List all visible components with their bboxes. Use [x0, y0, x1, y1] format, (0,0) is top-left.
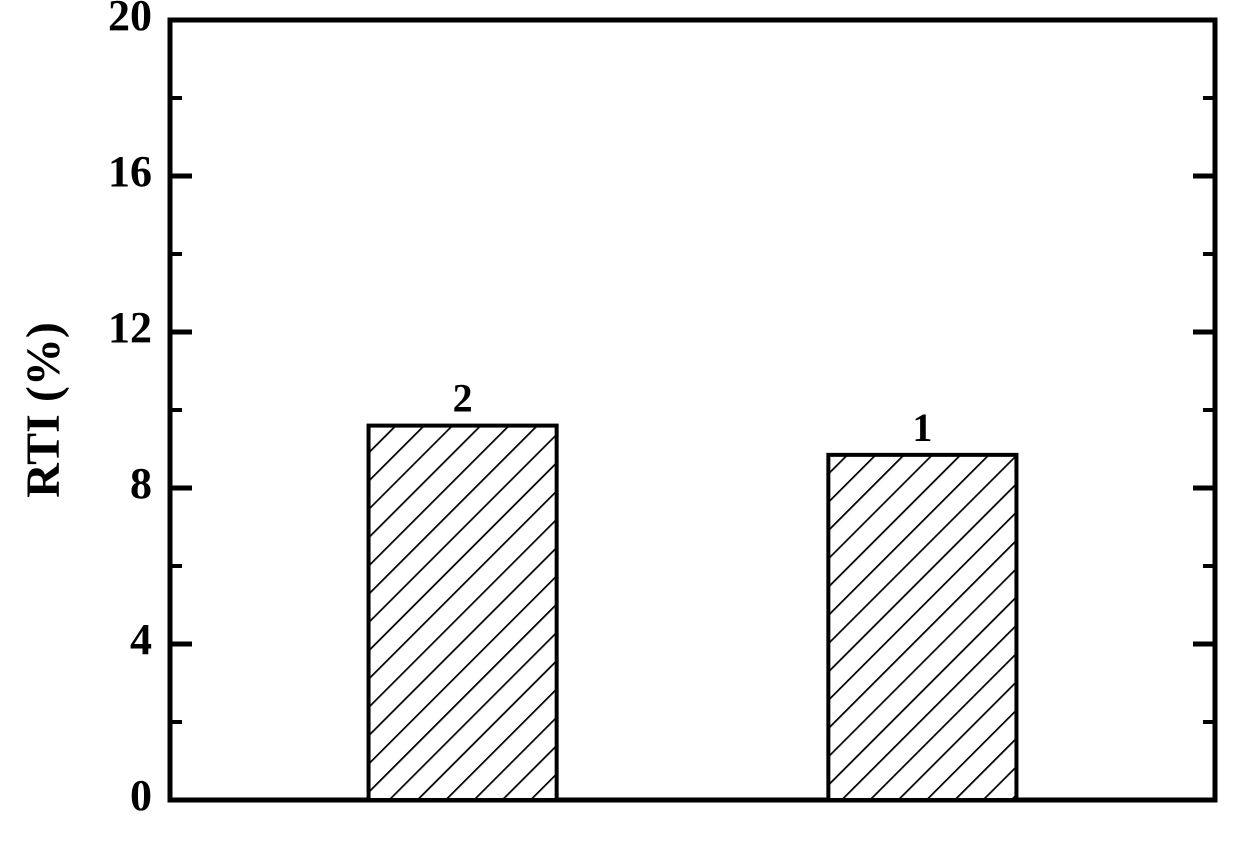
y-tick-label: 0	[130, 771, 152, 820]
bar-label-1: 1	[912, 405, 932, 450]
y-tick-label: 20	[108, 0, 152, 40]
plot-border	[170, 20, 1215, 800]
bar-1	[828, 455, 1016, 800]
y-tick-label: 8	[130, 459, 152, 508]
y-tick-label: 4	[130, 615, 152, 664]
rti-bar-chart: 0 4 8 12 16 20 RTI (%) 2 1	[0, 0, 1240, 851]
chart-svg: 0 4 8 12 16 20 RTI (%) 2 1	[0, 0, 1240, 851]
y-tick-label: 12	[108, 303, 152, 352]
bar-0	[369, 426, 557, 800]
y-axis-label: RTI (%)	[17, 322, 70, 498]
y-tick-label: 16	[108, 147, 152, 196]
bar-label-0: 2	[453, 376, 473, 421]
